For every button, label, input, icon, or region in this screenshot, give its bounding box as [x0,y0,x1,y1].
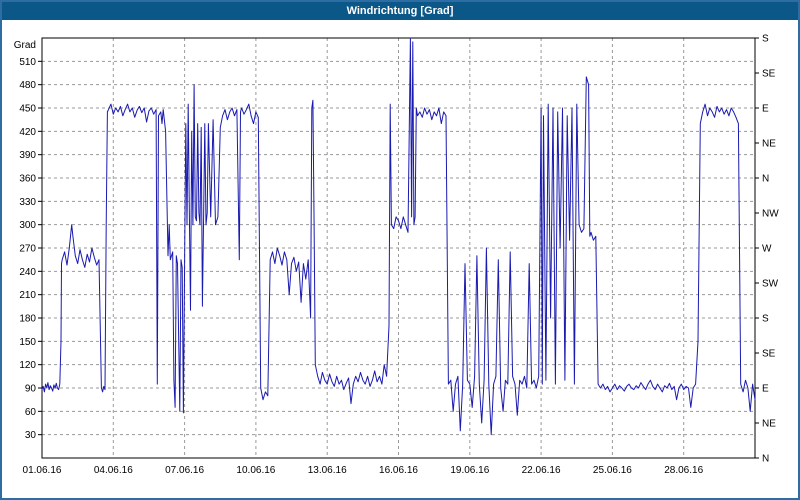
y-axis-title: Grad [14,40,36,51]
x-tick-label: 16.06.16 [379,465,418,476]
x-tick-label: 25.06.16 [593,465,632,476]
y-tick-label: 270 [19,244,36,255]
compass-label: E [762,384,769,395]
x-tick-label: 01.06.16 [23,465,62,476]
compass-label: NW [762,209,779,220]
x-tick-label: 13.06.16 [308,465,347,476]
x-tick-label: 07.06.16 [165,465,204,476]
x-tick-label: 28.06.16 [664,465,703,476]
window-title-bar: Windrichtung [Grad] [2,2,798,20]
plot-border [41,37,756,459]
x-tick-label: 04.06.16 [94,465,133,476]
compass-label: W [762,244,772,255]
y-tick-label: 210 [19,290,36,301]
x-tick-label: 19.06.16 [450,465,489,476]
x-tick-label: 10.06.16 [236,465,275,476]
y-tick-label: 90 [25,384,37,395]
compass-label: N [762,174,769,185]
x-tick-label: 22.06.16 [522,465,561,476]
y-tick-label: 390 [19,150,36,161]
compass-label: E [762,104,769,115]
y-tick-label: 60 [25,407,37,418]
compass-label: S [762,314,769,325]
y-tick-label: 420 [19,127,36,138]
y-tick-label: 510 [19,57,36,68]
y-tick-label: 330 [19,197,36,208]
compass-label: S [762,34,769,45]
wind-direction-series-line [41,37,756,436]
chart-area: 30 60 90 120 150 180 210 240 270 300 330 360 390 420 4… [2,20,798,498]
y-tick-label: 300 [19,220,36,231]
y-tick-label: 480 [19,80,36,91]
y-tick-label: 30 [25,430,37,441]
compass-label: SE [762,69,776,80]
compass-label: SW [762,279,779,290]
y-tick-label: 240 [19,267,36,278]
compass-label: N [762,454,769,465]
y-tick-label: 120 [19,360,36,371]
compass-label: NE [762,419,776,430]
y-tick-label: 450 [19,104,36,115]
y-tick-label: 180 [19,314,36,325]
wind-direction-chart: 30 60 90 120 150 180 210 240 270 300 330 360 390 420 4… [14,34,779,477]
y-tick-label: 360 [19,174,36,185]
compass-label: NE [762,139,776,150]
window-title: Windrichtung [Grad] [346,5,454,17]
y-tick-label: 150 [19,337,36,348]
compass-label: SE [762,349,776,360]
